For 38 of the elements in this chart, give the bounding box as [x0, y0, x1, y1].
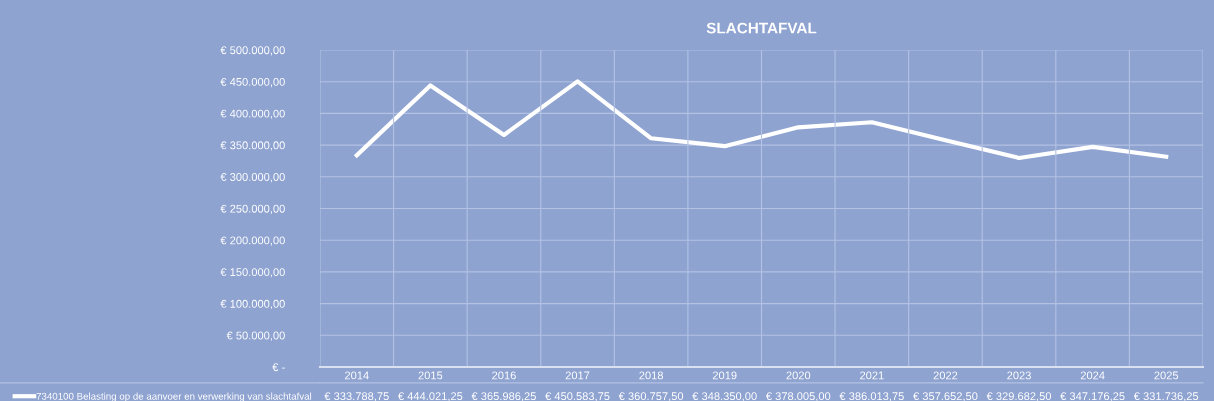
legend-label: 7340100 Belasting op de aanvoer en verwerking van slachtafval	[36, 392, 312, 401]
x-tick-label: 2020	[786, 371, 811, 380]
x-tick-label: 2014	[344, 371, 369, 380]
x-tick-label: 2022	[933, 371, 958, 380]
data-label: € 333.788,75	[324, 392, 389, 401]
data-label: € 386.013,75	[839, 392, 904, 401]
x-tick-label: 2025	[1154, 371, 1179, 380]
data-label: € 357.652,50	[913, 392, 978, 401]
y-tick-label: € 450.000,00	[220, 77, 285, 88]
x-tick-label: 2023	[1007, 371, 1031, 380]
chart-title: SLACHTAFVAL	[706, 22, 817, 34]
x-tick-label: 2016	[492, 371, 516, 380]
y-tick-label: € 200.000,00	[220, 236, 285, 246]
data-label: € 450.583,75	[545, 392, 610, 401]
y-tick-label: € 50.000,00	[226, 331, 285, 341]
line-series	[354, 79, 1169, 161]
y-tick-label: € -	[272, 363, 285, 372]
data-label: € 365.986,25	[471, 392, 536, 401]
data-label: € 360.757,50	[618, 392, 684, 401]
x-tick-label: 2015	[418, 371, 443, 380]
y-tick-label: € 100.000,00	[220, 299, 285, 310]
x-tick-label: 2019	[712, 371, 737, 380]
data-label: € 444.021,25	[398, 392, 463, 401]
data-label: € 331.736,25	[1133, 392, 1199, 401]
y-tick-label: € 300.000,00	[220, 173, 285, 183]
y-tick-label: € 400.000,00	[220, 109, 285, 119]
data-label: € 348.350,00	[692, 392, 757, 401]
data-label: € 347.176,25	[1060, 392, 1125, 401]
x-tick-label: 2021	[860, 371, 884, 380]
x-tick-label: 2017	[565, 371, 590, 380]
data-label: € 329.682,50	[986, 392, 1052, 401]
y-tick-label: € 150.000,00	[220, 268, 285, 278]
x-tick-label: 2024	[1080, 371, 1105, 380]
data-label: € 378.005,00	[765, 392, 831, 401]
x-tick-label: 2018	[639, 371, 663, 380]
y-tick-label: € 250.000,00	[220, 204, 285, 214]
y-tick-label: € 500.000,00	[220, 46, 285, 56]
y-tick-label: € 350.000,00	[220, 141, 285, 151]
